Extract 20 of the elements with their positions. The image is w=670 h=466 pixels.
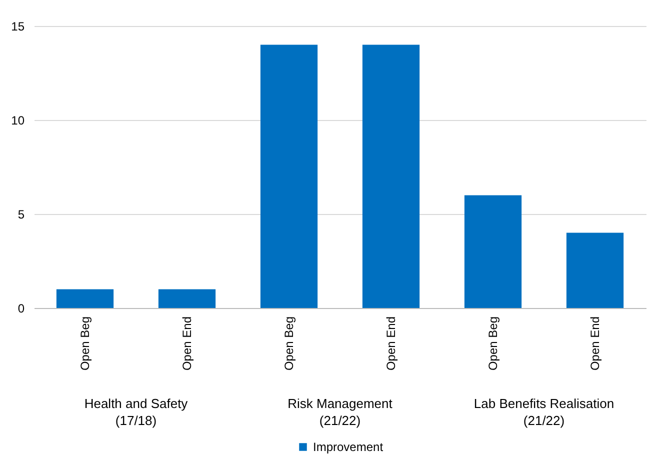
bar xyxy=(566,232,624,308)
legend-label: Improvement xyxy=(313,440,384,454)
x-tick-label: Open Beg xyxy=(78,316,92,371)
bar xyxy=(362,44,420,308)
text: Risk Management (21/22) xyxy=(288,396,393,428)
y-tick-label: 0 xyxy=(18,302,25,316)
x-tick-label: Open End xyxy=(588,316,602,371)
y-tick-label: 10 xyxy=(11,114,25,128)
text: Health and Safety (17/18) xyxy=(84,396,188,428)
y-tick-label: 5 xyxy=(18,208,25,222)
bar xyxy=(158,289,216,308)
text: Lab Benefits Realisation (21/22) xyxy=(474,396,614,428)
bar xyxy=(56,289,114,308)
x-tick-label: Open Beg xyxy=(486,316,500,371)
y-tick-label: 15 xyxy=(11,20,25,34)
x-tick-label: Open End xyxy=(384,316,398,371)
x-tick-label: Open End xyxy=(180,316,194,371)
bar xyxy=(464,195,522,308)
x-tick-label: Open Beg xyxy=(282,316,296,371)
bar xyxy=(260,44,318,308)
